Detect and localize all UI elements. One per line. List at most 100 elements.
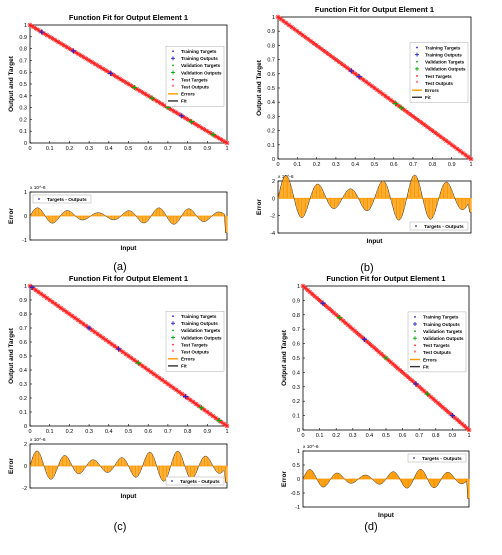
test-output-point [193, 122, 199, 127]
test-output-stroke [205, 410, 210, 414]
x-tick-label: 1 [467, 433, 470, 439]
test-output-stroke [202, 408, 207, 412]
legend-entry: Validation Targets [425, 60, 465, 65]
test-output-point [383, 93, 388, 99]
test-output-point [61, 307, 67, 313]
test-output-stroke [95, 332, 100, 336]
test-output-point [361, 77, 366, 83]
test-output-stroke [310, 292, 315, 297]
legend-swatch-dot [414, 344, 416, 347]
test-output-stroke [53, 38, 58, 43]
test-output-stroke [160, 102, 165, 107]
legend-entry: Training Targets [181, 314, 217, 319]
legend-entry: Errors [181, 357, 195, 362]
x-tick-label: 0 [28, 146, 31, 152]
test-output-stroke [36, 28, 41, 33]
error-y-tick-label: 0 [272, 196, 275, 202]
legend-box [409, 42, 469, 103]
test-output-stroke [165, 382, 170, 386]
y-axis-label: Output and Target [256, 59, 263, 116]
test-output-stroke [67, 312, 72, 316]
test-output-stroke [311, 41, 316, 46]
test-output-point [311, 40, 317, 46]
test-output-stroke [317, 45, 322, 50]
x-tick-label: 1 [469, 162, 472, 168]
test-output-point [294, 28, 300, 34]
test-output-stroke [331, 310, 336, 315]
test-output-stroke [95, 63, 100, 68]
test-output-point [61, 42, 67, 48]
test-output-stroke [58, 306, 63, 310]
test-output-stroke [56, 304, 61, 308]
x-tick-label: 0.6 [144, 429, 152, 435]
test-output-stroke [433, 130, 438, 135]
x-tick-label: 0.3 [85, 146, 93, 152]
test-output-stroke [369, 343, 374, 348]
training-output-point [108, 70, 114, 76]
test-output-stroke [50, 36, 55, 41]
legend-entry: Errors [423, 357, 437, 362]
y-tick-label: 0.6 [19, 70, 27, 76]
test-output-stroke [120, 78, 125, 83]
y-tick-label: 1 [24, 23, 27, 29]
test-output-stroke [73, 316, 77, 320]
legend-entry: Test Outputs [181, 85, 209, 90]
test-output-stroke [287, 23, 291, 28]
chart-title: Function Fit for Output Element 1 [69, 13, 188, 22]
test-output-stroke [213, 416, 218, 420]
test-output-stroke [154, 374, 159, 378]
y-tick-label: 0.2 [19, 117, 27, 123]
test-output-stroke [308, 290, 313, 295]
test-output-point [457, 148, 463, 154]
test-output-stroke [30, 24, 35, 29]
validation-output-point [210, 132, 216, 138]
test-output-point [416, 118, 422, 123]
test-output-stroke [123, 80, 128, 85]
legend-entry: Errors [181, 92, 195, 97]
legend-entry: Fit [181, 364, 187, 369]
x-tick-label: 0 [301, 433, 304, 439]
test-output-stroke [405, 374, 410, 379]
legend-entry: Test Outputs [423, 350, 451, 355]
x-tick-label: 0.2 [313, 162, 321, 168]
y-tick-label: 0.3 [19, 382, 27, 388]
legend-swatch-dot [172, 343, 174, 346]
y-tick-label: 0.7 [292, 327, 300, 333]
test-output-point [52, 301, 58, 307]
x-tick-label: 1 [225, 429, 228, 435]
x-tick-label: 0.3 [332, 162, 340, 168]
test-output-point [402, 107, 408, 113]
chart-panel-b: Function Fit for Output Element 1 0 0.1 0.2… [256, 5, 474, 274]
test-output-stroke [324, 304, 329, 309]
error-legend-entry: Targets - Outputs [47, 197, 87, 203]
error-y-tick-label: -1 [295, 505, 300, 511]
test-output-stroke [210, 414, 215, 418]
test-output-stroke [391, 100, 396, 105]
y-tick-label: 0.9 [292, 298, 300, 304]
test-output-stroke [278, 17, 283, 21]
test-output-stroke [188, 398, 193, 402]
test-output-point [145, 367, 151, 373]
test-output-stroke [180, 392, 184, 396]
test-output-point [283, 20, 289, 26]
test-output-stroke [143, 366, 148, 370]
error-legend: Targets - Outputs [407, 453, 467, 463]
test-output-stroke [78, 53, 83, 58]
test-output-stroke [129, 83, 134, 88]
test-output-stroke [123, 352, 128, 356]
test-output-point [372, 85, 377, 91]
legend-entry: Test Targets [425, 74, 452, 79]
test-output-stroke [355, 331, 360, 336]
test-output-stroke [185, 117, 190, 122]
test-output-stroke [303, 35, 308, 40]
error-y-tick-label: -2 [270, 214, 275, 220]
test-output-stroke [78, 320, 83, 324]
test-output-stroke [325, 51, 330, 56]
test-output-stroke [208, 412, 213, 416]
test-output-point [145, 93, 151, 99]
y-tick-label: 0.8 [267, 43, 275, 49]
test-output-point [69, 313, 75, 319]
test-output-stroke [92, 330, 97, 334]
error-x-axis-label: Input [121, 493, 138, 500]
test-output-point [188, 397, 193, 403]
